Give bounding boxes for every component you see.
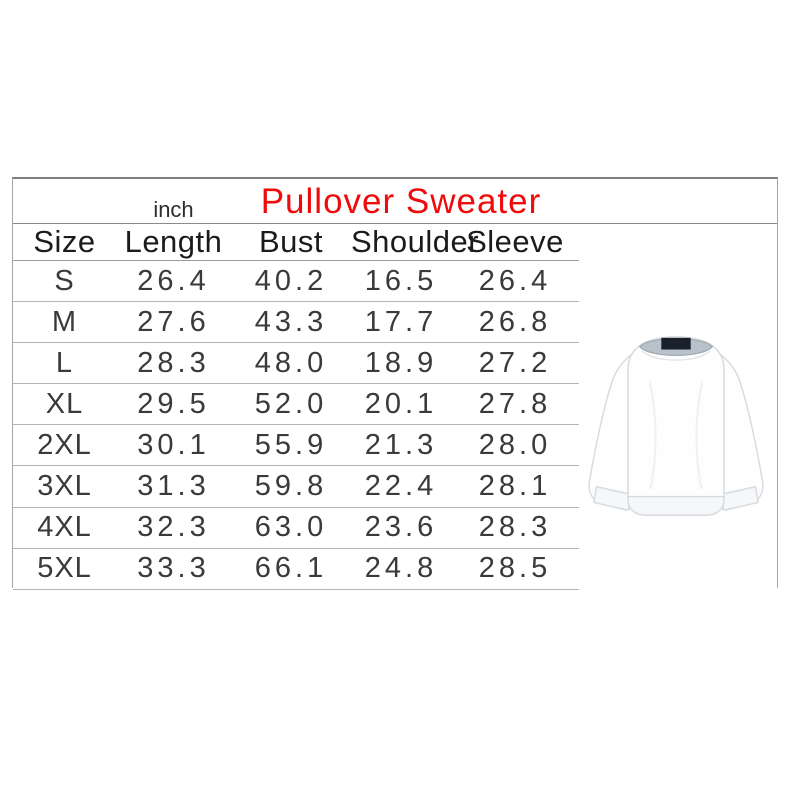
bust-cell: 55.9 bbox=[254, 428, 328, 461]
length-cell: 31.3 bbox=[137, 470, 210, 503]
sweater-left-cuff-shape bbox=[592, 486, 633, 512]
bust-cell: 66.1 bbox=[254, 552, 328, 585]
shoulder-cell: 18.9 bbox=[364, 346, 438, 379]
size-cell: 2XL bbox=[37, 428, 92, 461]
shoulder-cell: 22.4 bbox=[364, 470, 438, 503]
sweater-neck-tag bbox=[661, 337, 691, 350]
product-title: Pullover Sweater bbox=[260, 182, 542, 221]
sleeve-cell: 26.4 bbox=[478, 264, 552, 297]
sweater-fold-right bbox=[695, 380, 704, 489]
length-cell: 28.3 bbox=[137, 346, 210, 379]
bust-cell: 40.2 bbox=[254, 264, 328, 297]
size-cell: 5XL bbox=[37, 552, 92, 585]
bust-cell: 59.8 bbox=[254, 470, 328, 503]
sleeve-cell: 27.8 bbox=[478, 387, 552, 420]
col-header-length: Length bbox=[124, 224, 223, 259]
sweater-hem-shape bbox=[627, 495, 725, 516]
sweater-right-cuff-shape bbox=[719, 486, 760, 512]
unit-label: inch bbox=[153, 197, 194, 222]
length-cell: 33.3 bbox=[137, 552, 210, 585]
col-header-shoulder: Shoulder bbox=[351, 224, 480, 259]
size-cell: 3XL bbox=[37, 470, 92, 503]
col-header-sleeve: Sleeve bbox=[466, 224, 564, 259]
size-cell: 4XL bbox=[37, 511, 92, 544]
sweater-product-image bbox=[588, 336, 764, 516]
sleeve-cell: 28.5 bbox=[478, 552, 552, 585]
table-row-xl: XL 29.5 52.0 20.1 27.8 bbox=[13, 384, 579, 426]
sleeve-cell: 28.3 bbox=[478, 511, 552, 544]
col-header-bust: Bust bbox=[258, 224, 324, 259]
title-row: inch Pullover Sweater bbox=[13, 179, 777, 224]
table-row-3xl: 3XL 31.3 59.8 22.4 28.1 bbox=[13, 466, 579, 508]
table-row-5xl: 5XL 33.3 66.1 24.8 28.5 bbox=[13, 549, 579, 590]
sleeve-cell: 26.8 bbox=[478, 305, 552, 338]
sweater-collar-rib bbox=[641, 349, 711, 361]
size-cell: XL bbox=[45, 387, 84, 420]
shoulder-cell: 20.1 bbox=[364, 387, 438, 420]
table-row-2xl: 2XL 30.1 55.9 21.3 28.0 bbox=[13, 425, 579, 467]
length-cell: 27.6 bbox=[137, 305, 210, 338]
length-cell: 30.1 bbox=[137, 428, 210, 461]
shoulder-cell: 17.7 bbox=[364, 305, 438, 338]
shoulder-cell: 16.5 bbox=[364, 264, 438, 297]
length-cell: 29.5 bbox=[137, 387, 210, 420]
length-cell: 32.3 bbox=[137, 511, 210, 544]
shoulder-cell: 24.8 bbox=[364, 552, 438, 585]
size-cell: S bbox=[54, 264, 75, 297]
table-row-s: S 26.4 40.2 16.5 26.4 bbox=[13, 261, 579, 303]
bust-cell: 52.0 bbox=[254, 387, 328, 420]
length-cell: 26.4 bbox=[137, 264, 210, 297]
size-cell: L bbox=[55, 346, 74, 379]
sleeve-cell: 28.0 bbox=[478, 428, 552, 461]
bust-cell: 63.0 bbox=[254, 511, 328, 544]
sleeve-cell: 28.1 bbox=[478, 470, 552, 503]
table-row-m: M 27.6 43.3 17.7 26.8 bbox=[13, 302, 579, 344]
sleeve-cell: 27.2 bbox=[478, 346, 552, 379]
size-cell: M bbox=[51, 305, 78, 338]
table-row-4xl: 4XL 32.3 63.0 23.6 28.3 bbox=[13, 508, 579, 549]
shoulder-cell: 21.3 bbox=[364, 428, 438, 461]
table-header-row: Size Length Bust Shoulder Sleeve bbox=[13, 224, 579, 261]
table-row-l: L 28.3 48.0 18.9 27.2 bbox=[13, 343, 579, 385]
col-header-size: Size bbox=[33, 224, 96, 259]
sweater-fold-left bbox=[648, 380, 657, 489]
sweater-body-shape bbox=[627, 336, 725, 516]
size-chart-table: inch Pullover Sweater Size Length Bust S… bbox=[12, 177, 778, 590]
bust-cell: 48.0 bbox=[254, 346, 328, 379]
bust-cell: 43.3 bbox=[254, 305, 328, 338]
shoulder-cell: 23.6 bbox=[364, 511, 438, 544]
